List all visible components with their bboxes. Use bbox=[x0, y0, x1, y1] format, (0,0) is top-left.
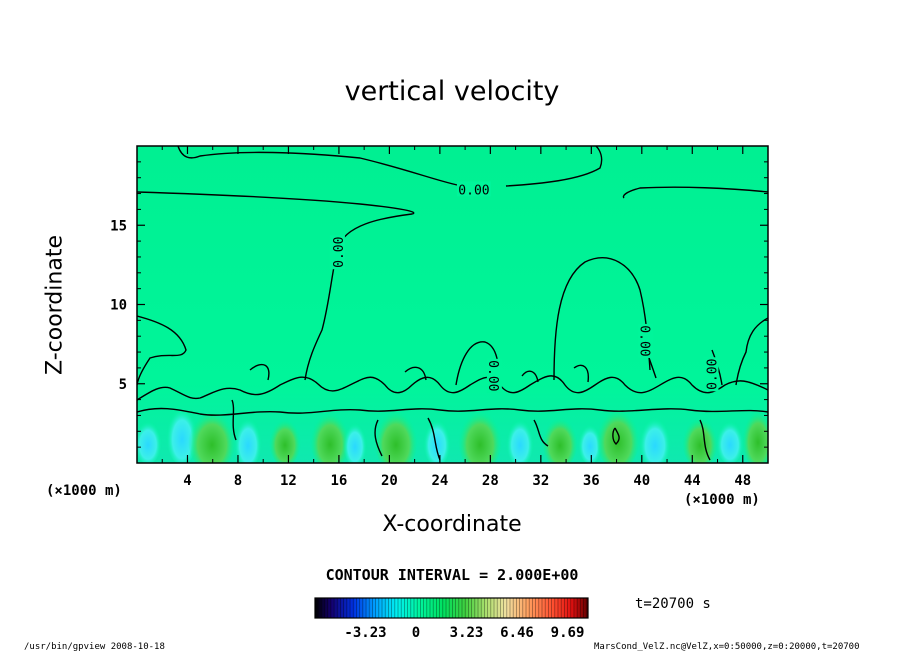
y-tick-label: 15 bbox=[110, 218, 127, 234]
x-axis-label: X-coordinate bbox=[382, 512, 522, 537]
footer-left: /usr/bin/gpview 2008-10-18 bbox=[24, 642, 165, 652]
colorbar-tick-label: 0 bbox=[412, 625, 420, 641]
contour-lines bbox=[137, 146, 768, 461]
colorbar-frame bbox=[314, 597, 589, 619]
contour-label: 0.00 bbox=[705, 359, 720, 390]
convective-cells bbox=[137, 401, 768, 463]
colorbar bbox=[315, 598, 588, 618]
contour-interval-label: CONTOUR INTERVAL = 2.000E+00 bbox=[325, 566, 579, 584]
contour-label-bg bbox=[456, 181, 491, 197]
contour-label: 0.00 bbox=[332, 237, 347, 268]
contour-label: 0.00 bbox=[636, 325, 651, 356]
time-label: t=20700 s bbox=[635, 596, 711, 612]
velocity-field bbox=[137, 146, 768, 463]
colorbar-labels: -3.23 0 3.23 6.46 9.69 bbox=[344, 625, 584, 641]
x-tick-label: 48 bbox=[734, 473, 751, 489]
x-tick-label: 12 bbox=[280, 473, 297, 489]
x-unit-label-left: (×1000 m) bbox=[46, 483, 122, 499]
y-tick-label: 10 bbox=[110, 298, 127, 314]
colorbar-tick-label: 6.46 bbox=[500, 625, 534, 641]
x-tick-label: 4 bbox=[183, 473, 191, 489]
footer-right: MarsCond_VelZ.nc@VelZ,x=0:50000,z=0:2000… bbox=[594, 642, 860, 652]
x-tick-label: 40 bbox=[633, 473, 650, 489]
x-tick-label: 8 bbox=[234, 473, 242, 489]
x-tick-label: 44 bbox=[684, 473, 701, 489]
colorbar-tick-label: 3.23 bbox=[450, 625, 484, 641]
contour-label-bg bbox=[486, 358, 502, 393]
contour-label: 0.00 bbox=[485, 360, 500, 391]
x-tick-label: 28 bbox=[482, 473, 499, 489]
x-tick-label: 32 bbox=[532, 473, 549, 489]
contour-label: 0.00 bbox=[458, 183, 489, 198]
x-tick-label: 36 bbox=[583, 473, 600, 489]
chart-title: vertical velocity bbox=[344, 76, 560, 107]
colorbar-tick-label: 9.69 bbox=[551, 625, 585, 641]
colorbar-stripes bbox=[317, 598, 588, 618]
contour-labels: 0.00 0.00 0.00 0.00 0.00 bbox=[329, 181, 720, 393]
contour-label-bg bbox=[329, 235, 345, 270]
y-tick-label: 5 bbox=[119, 377, 127, 393]
contour-label-bg bbox=[703, 357, 719, 392]
y-axis-label: Z-coordinate bbox=[42, 235, 68, 375]
x-tick-label: 24 bbox=[431, 473, 448, 489]
x-unit-label-right: (×1000 m) bbox=[684, 492, 760, 508]
x-tick-label: 20 bbox=[381, 473, 398, 489]
x-tick-label: 16 bbox=[330, 473, 347, 489]
colorbar-tick-label: -3.23 bbox=[344, 625, 386, 641]
contour-label-bg bbox=[638, 323, 654, 358]
